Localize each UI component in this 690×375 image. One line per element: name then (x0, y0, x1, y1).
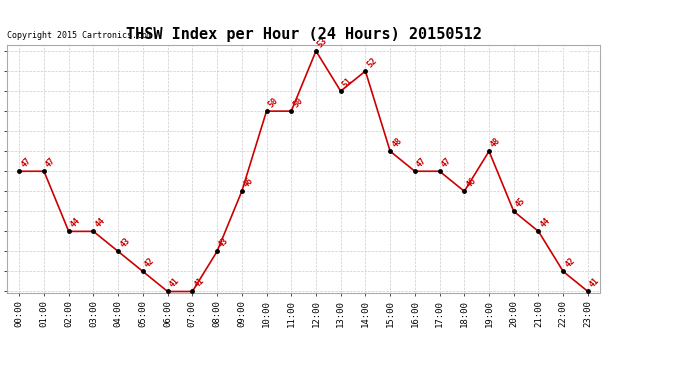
Text: Copyright 2015 Cartronics.com: Copyright 2015 Cartronics.com (7, 31, 152, 40)
Text: 47: 47 (19, 156, 32, 169)
Text: 48: 48 (390, 136, 404, 149)
Title: THSW Index per Hour (24 Hours) 20150512: THSW Index per Hour (24 Hours) 20150512 (126, 27, 482, 42)
Text: 52: 52 (366, 56, 379, 69)
Text: 48: 48 (489, 136, 502, 149)
Text: 44: 44 (69, 216, 82, 229)
Text: 46: 46 (241, 176, 255, 189)
Text: 42: 42 (143, 256, 157, 270)
Text: 45: 45 (514, 196, 527, 209)
Text: 43: 43 (118, 236, 132, 249)
Text: THSW  (°F): THSW (°F) (548, 47, 601, 56)
Text: 46: 46 (464, 176, 477, 189)
Text: 50: 50 (266, 96, 280, 109)
Text: 41: 41 (168, 276, 181, 290)
Text: 47: 47 (440, 156, 453, 169)
Text: 51: 51 (341, 76, 354, 89)
Text: 41: 41 (588, 276, 602, 290)
Text: 50: 50 (291, 96, 305, 109)
Text: 42: 42 (563, 256, 577, 270)
Text: 44: 44 (93, 216, 107, 229)
Text: 43: 43 (217, 236, 230, 249)
Text: 44: 44 (538, 216, 552, 229)
Text: 47: 47 (44, 156, 57, 169)
Text: 47: 47 (415, 156, 428, 169)
Text: 53: 53 (316, 36, 329, 49)
Text: 41: 41 (193, 276, 206, 290)
